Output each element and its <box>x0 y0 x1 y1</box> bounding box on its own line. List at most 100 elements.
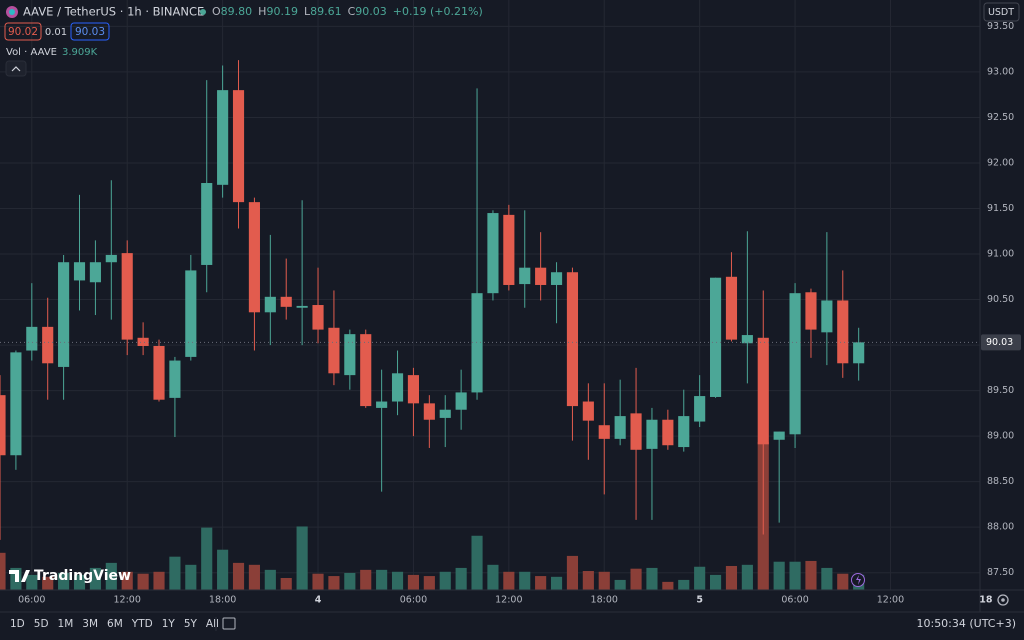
volume-value: 3.909K <box>62 47 98 58</box>
y-tick-label: 88.00 <box>987 522 1014 533</box>
buy-button[interactable] <box>70 22 110 41</box>
candle-body <box>58 262 70 367</box>
candle-body <box>89 262 101 283</box>
candle-body <box>248 202 260 313</box>
range-button[interactable]: 1M <box>58 618 74 630</box>
volume-bar <box>407 574 420 590</box>
settings-icon-center <box>1001 598 1005 602</box>
volume-bar <box>201 527 213 590</box>
currency-button[interactable] <box>983 2 1020 22</box>
candle-body <box>821 300 833 333</box>
volume-bar <box>153 571 165 590</box>
symbol-title[interactable]: AAVE / TetherUS · 1h · BINANCE <box>23 5 204 19</box>
candle-body <box>725 276 738 340</box>
candle-body <box>678 416 690 448</box>
y-tick-label: 91.50 <box>987 203 1014 214</box>
x-tick-label: 4 <box>315 595 322 606</box>
volume-bar <box>566 555 579 590</box>
volume-bar <box>805 560 817 590</box>
volume-bar <box>312 573 324 590</box>
volume-bar <box>694 566 706 590</box>
volume-bar <box>535 576 547 590</box>
volume-bar <box>89 567 101 590</box>
volume-bar <box>439 571 451 590</box>
x-tick-label: 12:00 <box>877 595 904 606</box>
candle-body <box>105 254 117 263</box>
x-tick-label: 18:00 <box>591 595 618 606</box>
candle-body <box>837 300 849 364</box>
volume-bar <box>58 572 70 590</box>
candle-body <box>26 326 38 351</box>
range-button[interactable]: 6M <box>107 618 123 630</box>
x-tick-label: 06:00 <box>400 595 427 606</box>
settings-icon[interactable] <box>997 594 1009 606</box>
y-tick-label: 89.50 <box>987 385 1014 396</box>
range-button[interactable]: 5Y <box>184 618 198 630</box>
currency-label[interactable]: USDT <box>988 7 1014 18</box>
candle-body <box>153 345 165 400</box>
candle-body <box>201 183 213 265</box>
candle-body <box>264 296 276 313</box>
date-range-icon[interactable] <box>222 617 236 630</box>
logo-mark <box>9 570 30 582</box>
volume-bar <box>391 571 404 590</box>
candle-body <box>471 293 483 393</box>
candle-body <box>709 277 722 397</box>
candle-body <box>121 253 133 340</box>
candle-body <box>73 262 86 281</box>
x-tick-label: 5 <box>696 595 703 606</box>
candle-body <box>550 272 563 285</box>
symbol-icon-inner <box>9 9 15 15</box>
volume-bar <box>376 569 388 590</box>
candle-body <box>439 409 451 418</box>
candle-body <box>487 213 499 294</box>
price-tag <box>981 334 1021 351</box>
range-toolbar: 1D 5D 1M 3M 6M YTD 1Y 5Y All <box>10 618 219 630</box>
buy-price[interactable]: 90.03 <box>75 26 105 38</box>
y-tick-label: 92.00 <box>987 157 1014 168</box>
range-button[interactable]: 1Y <box>162 618 176 630</box>
candle-body <box>407 375 420 404</box>
volume-bar <box>232 562 245 590</box>
sell-price[interactable]: 90.02 <box>8 26 38 38</box>
ohlc-value: 89.61 <box>310 5 342 18</box>
candle-body <box>741 335 753 344</box>
collapse-button[interactable] <box>5 60 27 77</box>
range-button[interactable]: 1D <box>10 618 25 630</box>
volume-bar <box>296 526 308 590</box>
volume-bar <box>0 552 6 590</box>
volume-bar <box>344 572 356 590</box>
x-tick-label: 12:00 <box>114 595 141 606</box>
range-button[interactable]: 3M <box>82 618 98 630</box>
ohlc-value: 90.03 <box>355 5 387 18</box>
ohlc-key: O <box>212 5 221 18</box>
range-button[interactable]: 5D <box>34 618 49 630</box>
range-button[interactable]: YTD <box>131 618 153 630</box>
volume-bar <box>725 565 738 590</box>
candle-body <box>646 419 658 449</box>
volume-bar <box>105 562 117 590</box>
plot-area <box>0 0 987 590</box>
volume-bar <box>185 564 197 590</box>
volume-bar <box>678 579 690 590</box>
sell-button[interactable] <box>4 22 42 41</box>
candle-body <box>328 327 340 374</box>
ohlc-legend: O89.80 H90.19 L89.61 C90.03 +0.19 (+0.21%) <box>212 5 483 18</box>
candle-body <box>137 337 149 346</box>
y-tick-label: 92.50 <box>987 112 1014 123</box>
candle-body <box>566 272 579 407</box>
candle-body <box>455 392 467 410</box>
volume-bar <box>821 567 833 590</box>
candle-body <box>296 305 308 308</box>
alert-bolt <box>856 575 861 585</box>
volume-bar <box>137 573 149 590</box>
collapse-icon <box>11 66 21 72</box>
y-tick-label: 93.00 <box>987 66 1014 77</box>
candle-body <box>598 425 610 439</box>
volume-bar <box>471 535 483 590</box>
volume-bar <box>709 574 722 590</box>
volume-bar <box>217 549 229 590</box>
range-button[interactable]: All <box>206 618 219 630</box>
volume-bar <box>280 577 292 590</box>
